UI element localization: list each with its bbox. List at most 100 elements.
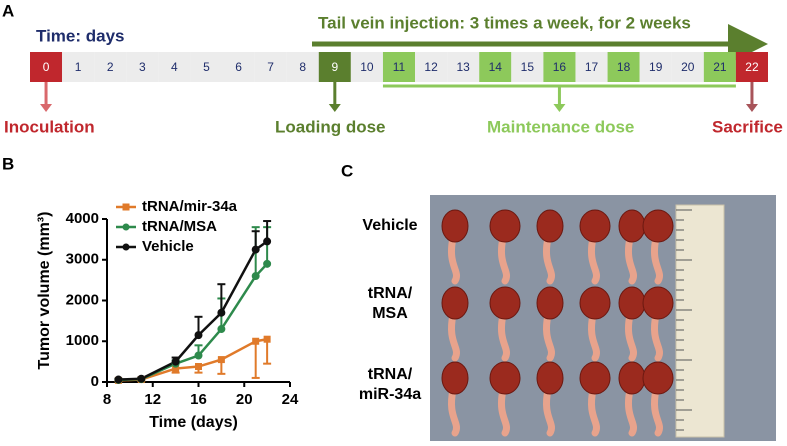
tissue-stalk — [543, 386, 555, 437]
tissue-stalk — [588, 234, 600, 285]
day-label: 7 — [267, 60, 274, 74]
time-label: Time: days — [36, 26, 125, 45]
data-point — [217, 356, 225, 364]
data-point — [172, 365, 180, 373]
event-label: Sacrifice — [712, 117, 783, 136]
panel-label: B — [2, 154, 14, 173]
tissue-stalk — [448, 386, 460, 437]
day-label: 5 — [203, 60, 210, 74]
y-axis-label: Tumor volume (mm³) — [36, 212, 53, 370]
arrow-head — [553, 104, 566, 112]
chart: 0 1000 2000 3000 4000 8 12 16 20 24 Time (days) Tum… — [36, 198, 299, 431]
tumor — [642, 286, 674, 320]
tissue-stalk — [543, 311, 555, 362]
day-label: 8 — [299, 60, 306, 74]
day-cell — [350, 52, 383, 82]
day-label: 14 — [489, 60, 503, 74]
data-point — [263, 237, 272, 246]
legend-marker — [122, 223, 130, 231]
day-label: 16 — [553, 60, 567, 74]
row-labels: Vehicle tRNA/MSA tRNA/miR-34a — [359, 217, 421, 403]
row-label: MSA — [372, 305, 408, 322]
day-label: 4 — [171, 60, 178, 74]
tumor — [441, 209, 469, 243]
tissue-stalk — [448, 311, 460, 362]
day-label: 6 — [235, 60, 242, 74]
day-label: 20 — [681, 60, 695, 74]
day-cell — [575, 52, 608, 82]
data-point — [217, 308, 226, 317]
day-cell — [447, 52, 480, 82]
y-tick-label: 3000 — [66, 251, 99, 268]
tissue-stalk — [498, 234, 510, 285]
row-label: tRNA/ — [368, 285, 413, 302]
day-label: 12 — [424, 60, 438, 74]
tumor — [441, 286, 469, 320]
x-axis-label: Time (days) — [149, 414, 238, 431]
tissue-stalk — [588, 386, 600, 437]
x-tick-label: 8 — [103, 391, 111, 408]
panel-label: A — [2, 1, 14, 20]
day-label: 18 — [617, 60, 631, 74]
y-tick-label: 1000 — [66, 332, 99, 349]
day-cell — [607, 52, 640, 82]
tissue-stalk — [448, 234, 460, 285]
legend-marker — [122, 203, 130, 211]
event-label: Loading dose — [275, 117, 386, 136]
series-line — [118, 337, 268, 382]
tissue-stalk — [651, 234, 663, 285]
injection-label: Tail vein injection: 3 times a week, for… — [318, 13, 691, 32]
day-cell — [543, 52, 576, 82]
day-label: 17 — [585, 60, 599, 74]
legend-label: tRNA/MSA — [142, 218, 217, 235]
legend-label: Vehicle — [142, 238, 194, 255]
tumor — [536, 209, 564, 243]
tumor — [618, 209, 646, 243]
day-cell — [671, 52, 704, 82]
tumor — [579, 209, 611, 243]
tumor — [618, 361, 646, 395]
tumor — [618, 286, 646, 320]
timeline: 0 1 2 3 4 5 6 7 8 9 10 11 12 13 14 15 16 17 18 19 20 21 22 — [30, 52, 768, 112]
y-tick-label: 0 — [91, 373, 99, 390]
day-cell — [30, 52, 63, 82]
tumor — [642, 209, 674, 243]
day-cell — [318, 52, 351, 82]
x-tick-label: 12 — [144, 391, 161, 408]
day-cell — [415, 52, 448, 82]
arrow-head — [40, 104, 53, 112]
tissue-stalk — [651, 311, 663, 362]
legend-marker — [122, 243, 130, 251]
data-point — [217, 325, 226, 334]
tumor — [536, 361, 564, 395]
arrow-head — [745, 104, 758, 112]
day-label: 1 — [75, 60, 82, 74]
tumor-photo — [430, 195, 776, 441]
event-label: Maintenance dose — [487, 117, 634, 136]
day-label: 9 — [331, 60, 338, 74]
data-point — [194, 351, 203, 360]
row-label: Vehicle — [362, 217, 417, 234]
y-tick-label: 2000 — [66, 291, 99, 308]
day-label: 19 — [649, 60, 663, 74]
day-label: 3 — [139, 60, 146, 74]
day-label: 22 — [745, 60, 759, 74]
data-point — [263, 335, 271, 343]
day-label: 13 — [456, 60, 470, 74]
tumor — [536, 286, 564, 320]
row-label: miR-34a — [359, 386, 421, 403]
tumor — [579, 361, 611, 395]
tumor — [489, 361, 521, 395]
day-cell — [222, 52, 255, 82]
data-point — [194, 331, 203, 340]
x-tick-label: 16 — [190, 391, 207, 408]
tumor — [489, 286, 521, 320]
tissue-stalk — [498, 311, 510, 362]
tissue-stalk — [498, 386, 510, 437]
day-cell — [254, 52, 287, 82]
day-label: 15 — [521, 60, 535, 74]
data-point — [263, 259, 272, 268]
day-cell — [479, 52, 512, 82]
y-tick-label: 4000 — [66, 210, 99, 227]
